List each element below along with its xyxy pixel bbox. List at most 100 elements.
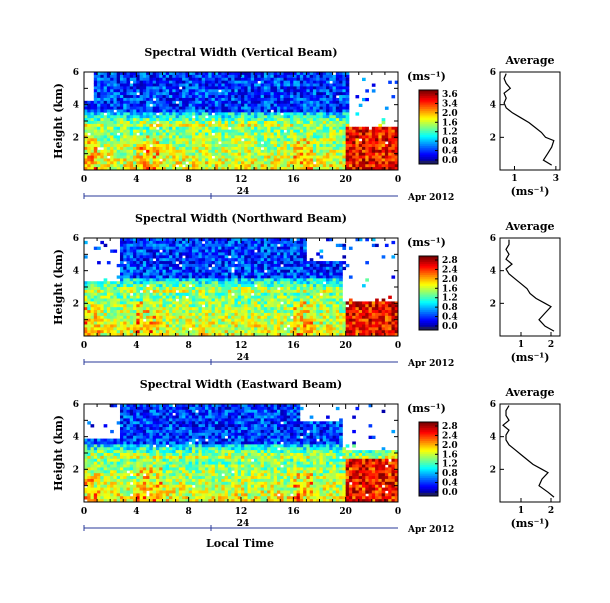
heatmap-cell — [130, 247, 134, 250]
heatmap-cell — [127, 255, 131, 258]
heatmap-cell — [185, 141, 189, 144]
heatmap-cell — [303, 84, 307, 87]
heatmap-cell — [136, 95, 140, 98]
heatmap-cell — [205, 327, 209, 330]
heatmap-cell — [140, 250, 144, 253]
heatmap-cell — [244, 121, 248, 124]
heatmap-cell — [277, 252, 281, 255]
heatmap-cell — [94, 324, 98, 327]
heatmap-cell — [297, 104, 301, 107]
heatmap-cell — [303, 109, 307, 112]
heatmap-cell — [238, 98, 242, 101]
heatmap-cell — [163, 261, 167, 264]
heatmap-cell — [189, 290, 193, 293]
heatmap-cell — [326, 130, 330, 133]
heatmap-cell — [182, 316, 186, 319]
heatmap-cell — [323, 84, 327, 87]
heatmap-cell — [284, 304, 288, 307]
heatmap-cell — [336, 98, 340, 101]
heatmap-cell — [274, 324, 278, 327]
heatmap-cell — [149, 84, 153, 87]
heatmap-cell — [166, 92, 170, 95]
heatmap-cell — [293, 138, 297, 141]
heatmap-cell — [375, 164, 379, 167]
heatmap-cell — [215, 267, 219, 270]
heatmap-cell — [176, 267, 180, 270]
heatmap-cell — [169, 107, 173, 110]
heatmap-cell — [189, 281, 193, 284]
heatmap-cell — [333, 158, 337, 161]
heatmap-cell — [339, 92, 343, 95]
heatmap-cell — [234, 84, 238, 87]
heatmap-cell — [143, 278, 147, 281]
heatmap-cell — [182, 296, 186, 299]
heatmap-cell — [221, 92, 225, 95]
heatmap-cell — [104, 98, 108, 101]
heatmap-cell — [284, 273, 288, 276]
heatmap-cell — [241, 153, 245, 156]
heatmap-cell — [208, 81, 212, 84]
heatmap-cell — [198, 86, 202, 89]
heatmap-cell — [166, 258, 170, 261]
heatmap-cell — [104, 109, 108, 112]
heatmap-cell — [313, 78, 317, 81]
heatmap-cell — [212, 275, 216, 278]
heatmap-cell — [287, 144, 291, 147]
heatmap-cell — [306, 81, 310, 84]
heatmap-cell — [159, 322, 163, 325]
heatmap-cell — [244, 261, 248, 264]
heatmap-cell — [244, 84, 248, 87]
heatmap-cell — [166, 107, 170, 110]
heatmap-cell — [221, 278, 225, 281]
heatmap-cell — [293, 92, 297, 95]
heatmap-cell — [264, 127, 268, 130]
heatmap-cell — [342, 112, 346, 115]
heatmap-cell — [169, 75, 173, 78]
heatmap-cell — [192, 264, 196, 267]
heatmap-cell — [205, 275, 209, 278]
heatmap-cell — [185, 130, 189, 133]
heatmap-cell — [169, 141, 173, 144]
heatmap-cell — [153, 109, 157, 112]
heatmap-cell — [202, 255, 206, 258]
heatmap-cell — [212, 301, 216, 304]
heatmap-cell — [120, 135, 124, 138]
heatmap-cell — [320, 109, 324, 112]
heatmap-cell — [195, 89, 199, 92]
heatmap-cell — [84, 299, 88, 302]
heatmap-cell — [120, 95, 124, 98]
heatmap-cell — [107, 75, 111, 78]
heatmap-cell — [284, 241, 288, 244]
heatmap-cell — [297, 78, 301, 81]
heatmap-cell — [316, 153, 320, 156]
heatmap-cell — [215, 104, 219, 107]
heatmap-cell — [284, 141, 288, 144]
heatmap-cell — [97, 161, 101, 164]
heatmap-cell — [202, 115, 206, 118]
heatmap-cell — [84, 130, 88, 133]
heatmap-cell — [323, 98, 327, 101]
heatmap-cell — [228, 101, 232, 104]
heatmap-cell — [120, 250, 124, 253]
heatmap-cell — [87, 141, 91, 144]
heatmap-cell — [176, 327, 180, 330]
heatmap-cell — [133, 284, 137, 287]
heatmap-cell — [274, 112, 278, 115]
heatmap-cell — [221, 115, 225, 118]
heatmap-cell — [369, 147, 373, 150]
heatmap-cell — [267, 273, 271, 276]
heatmap-cell — [290, 124, 294, 127]
heatmap-cell — [192, 273, 196, 276]
heatmap-cell — [342, 135, 346, 138]
heatmap-cell — [120, 327, 124, 330]
heatmap-cell — [140, 324, 144, 327]
heatmap-cell — [297, 112, 301, 115]
heatmap-cell — [146, 293, 150, 296]
heatmap-cell — [120, 89, 124, 92]
heatmap-cell — [277, 299, 281, 302]
heatmap-cell — [110, 127, 114, 130]
heatmap-cell — [241, 299, 245, 302]
heatmap-cell — [261, 293, 265, 296]
heatmap-cell — [146, 135, 150, 138]
heatmap-cell — [225, 287, 229, 290]
